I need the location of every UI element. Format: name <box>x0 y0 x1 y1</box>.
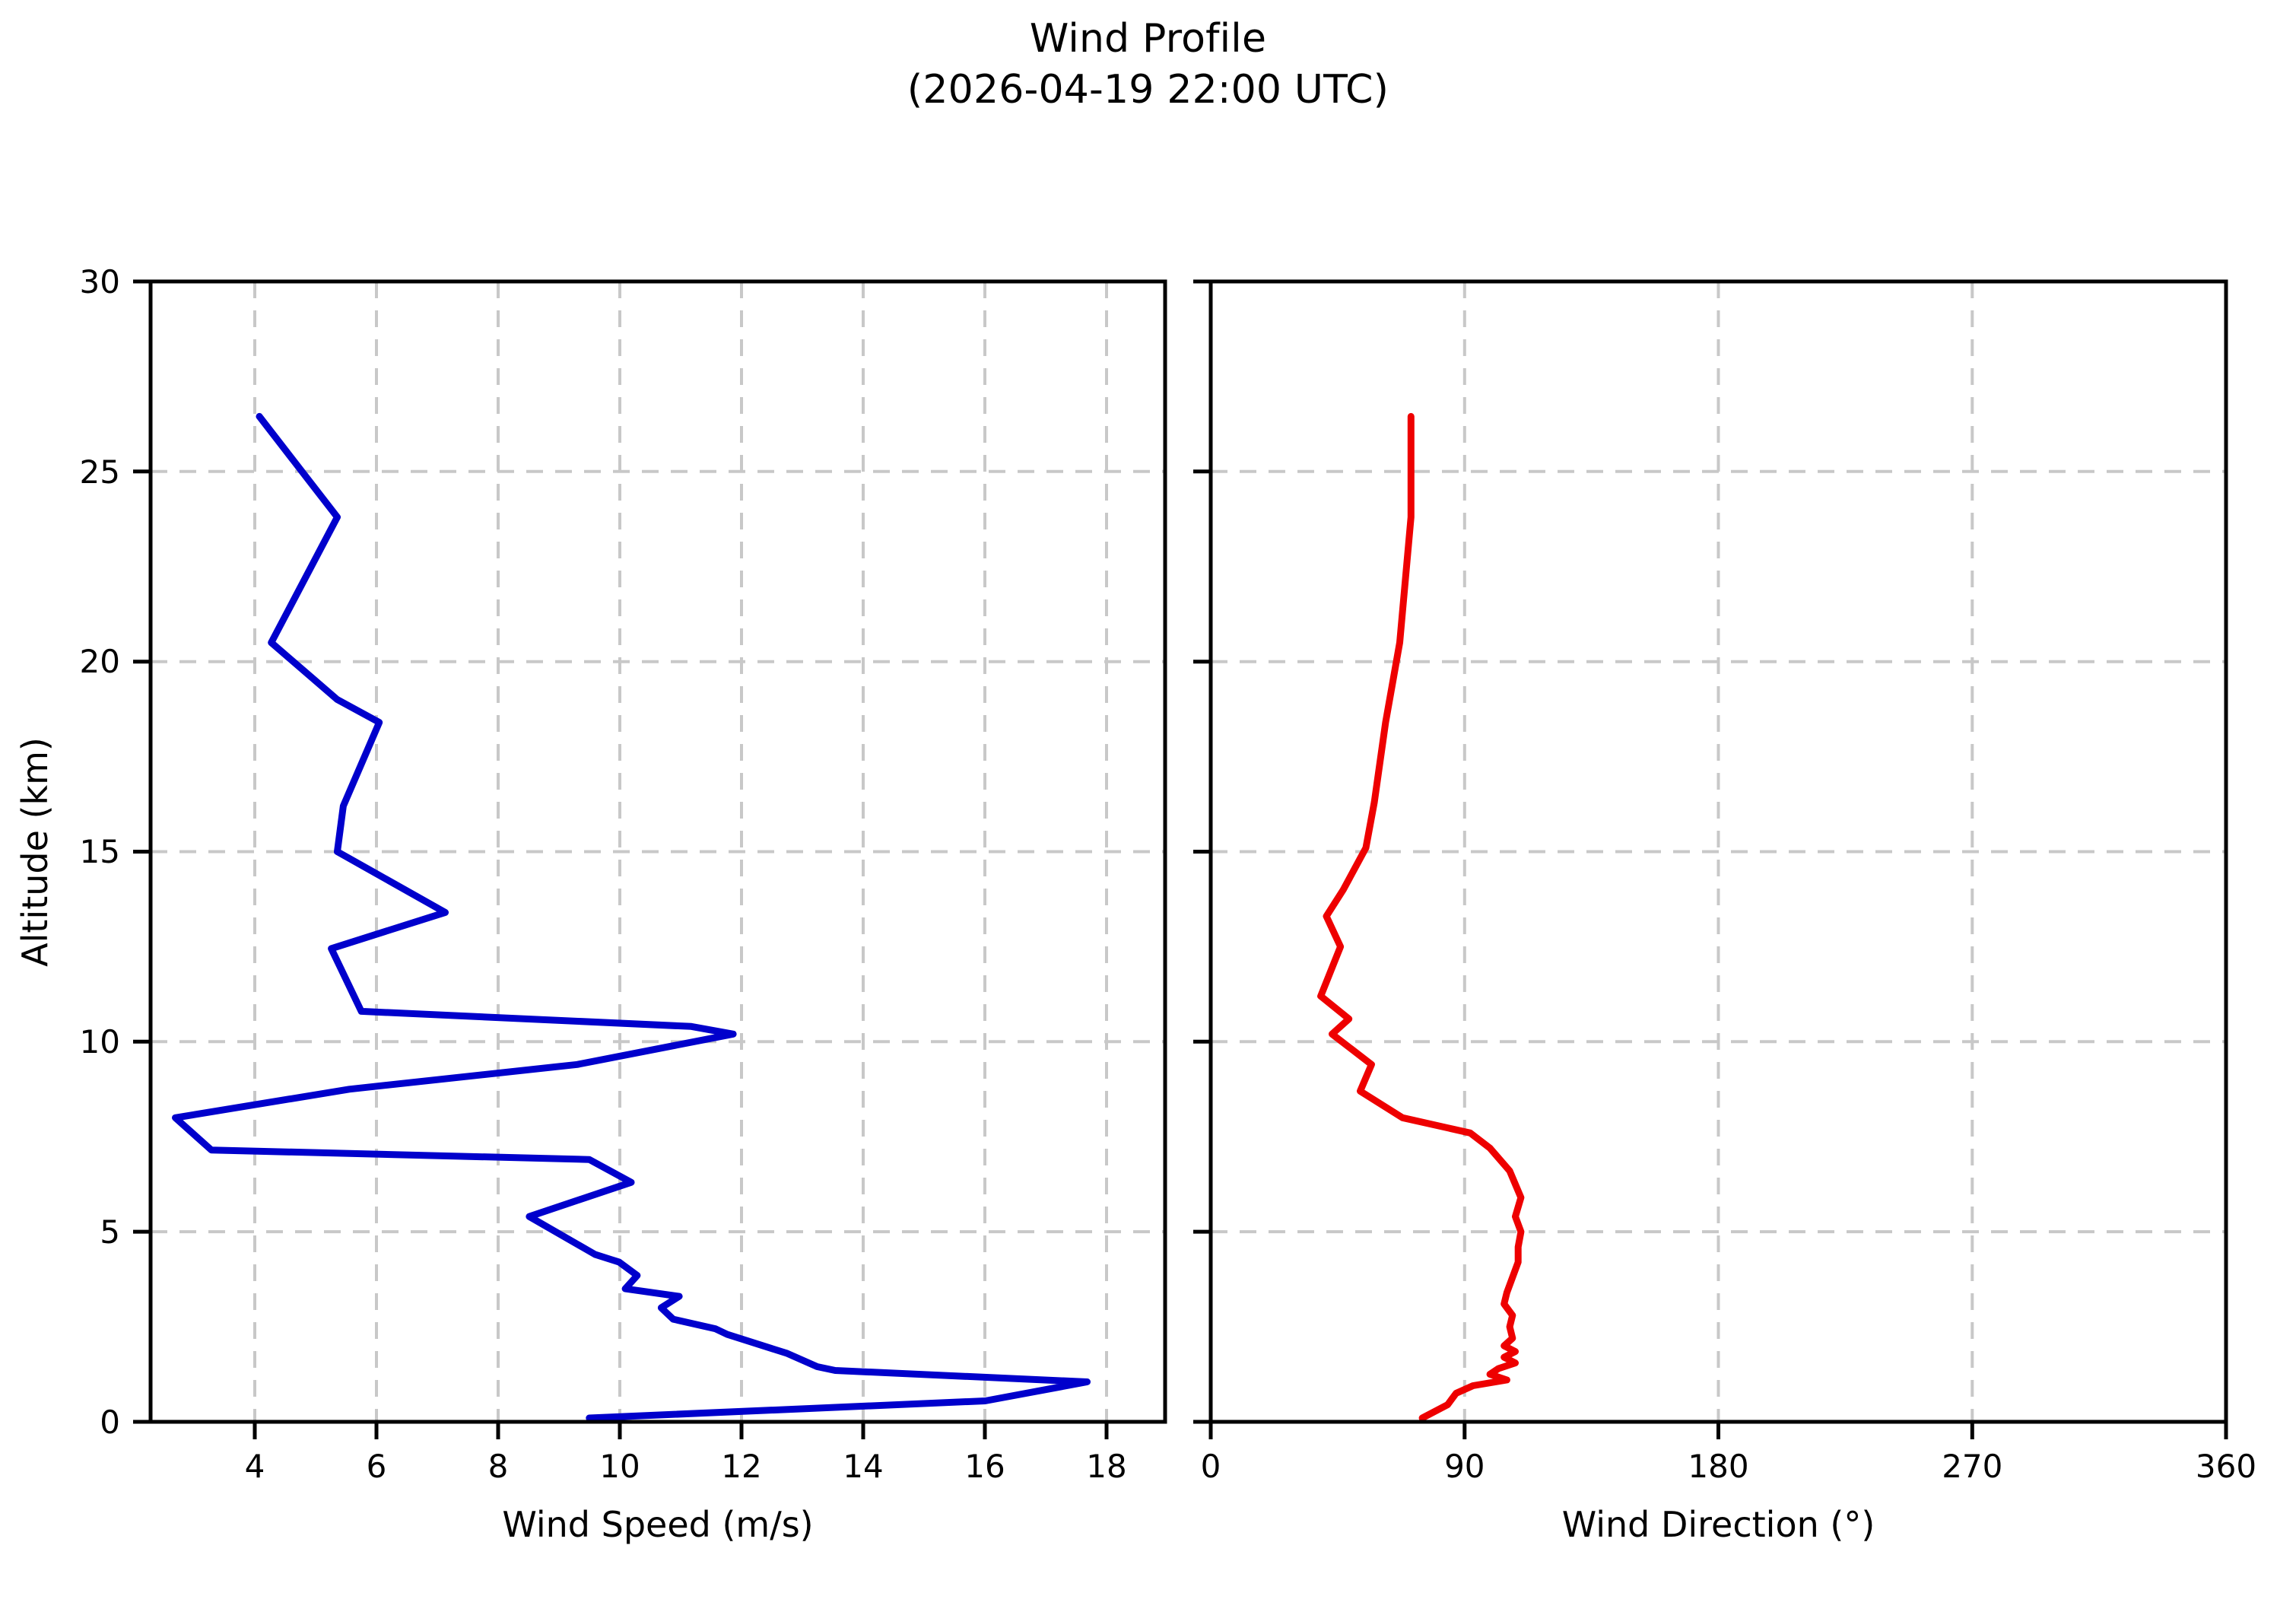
left-xtick-label-1: 6 <box>367 1448 387 1485</box>
right-xtick-label-0: 0 <box>1201 1448 1221 1485</box>
right-x-tick-labels: 0 90 180 270 360 <box>1201 1448 2256 1485</box>
right-x-ticks <box>1208 1422 2228 1439</box>
title-line-timestamp: (2026-04-19 22:00 UTC) <box>907 66 1389 113</box>
left-xtick-label-2: 8 <box>488 1448 509 1485</box>
left-y-ticks <box>133 279 151 1424</box>
left-axes-wind-speed: 4 6 8 10 12 14 16 18 0 5 10 <box>14 263 1167 1545</box>
left-ytick-label-6: 30 <box>80 263 120 300</box>
right-xtick-label-3: 270 <box>1942 1448 2002 1485</box>
left-xtick-label-6: 16 <box>964 1448 1005 1485</box>
left-ytick-label-0: 0 <box>100 1404 120 1441</box>
right-axes-wind-direction: 0 90 180 270 360 Wind Direction (°) <box>1193 279 2256 1545</box>
left-ytick-label-3: 15 <box>80 833 120 870</box>
right-y-ticks <box>1193 279 1211 1424</box>
figure-title: Wind Profile (2026-04-19 22:00 UTC) <box>0 14 2296 115</box>
left-gridlines <box>151 281 1165 1422</box>
right-x-axis-title: Wind Direction (°) <box>1562 1504 1875 1545</box>
wind-direction-line <box>1317 412 1525 1422</box>
left-xtick-label-4: 12 <box>721 1448 761 1485</box>
left-x-tick-labels: 4 6 8 10 12 14 16 18 <box>245 1448 1127 1485</box>
title-line-primary: Wind Profile <box>1029 16 1267 62</box>
left-x-ticks <box>252 1422 1109 1439</box>
left-xtick-label-5: 14 <box>843 1448 883 1485</box>
left-ytick-label-2: 10 <box>80 1023 120 1060</box>
wind-speed-line <box>172 412 1091 1422</box>
left-y-tick-labels: 0 5 10 15 20 25 30 <box>80 263 120 1441</box>
right-gridlines <box>1211 281 2226 1422</box>
left-ytick-label-4: 20 <box>80 643 120 680</box>
left-ytick-label-5: 25 <box>80 453 120 491</box>
right-xtick-label-4: 360 <box>2196 1448 2256 1485</box>
left-x-axis-title: Wind Speed (m/s) <box>502 1504 813 1545</box>
y-axis-title: Altitude (km) <box>14 737 56 967</box>
left-xtick-label-7: 18 <box>1086 1448 1126 1485</box>
left-xtick-label-0: 4 <box>245 1448 265 1485</box>
left-xtick-label-3: 10 <box>599 1448 640 1485</box>
left-ytick-label-1: 5 <box>100 1213 120 1251</box>
right-xtick-label-2: 180 <box>1688 1448 1748 1485</box>
right-xtick-label-1: 90 <box>1444 1448 1485 1485</box>
